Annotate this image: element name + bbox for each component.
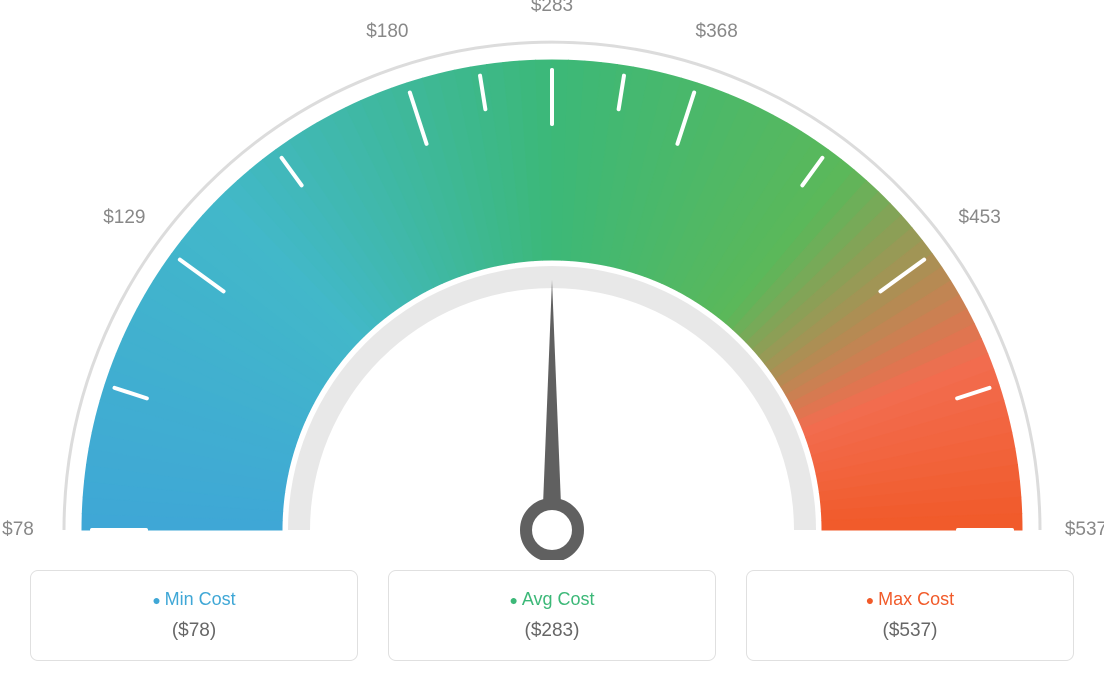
legend-value: ($537) xyxy=(757,620,1063,642)
gauge-needle xyxy=(542,280,562,530)
tick-label: $537 xyxy=(1065,519,1104,541)
legend-box-min: Min Cost ($78) xyxy=(30,570,358,661)
legend-row: Min Cost ($78) Avg Cost ($283) Max Cost ($537… xyxy=(0,570,1104,661)
legend-value: ($78) xyxy=(41,620,347,642)
needle-base xyxy=(526,504,578,556)
legend-label: Min Cost xyxy=(41,589,347,610)
tick-label: $78 xyxy=(2,519,34,541)
legend-label: Avg Cost xyxy=(399,589,705,610)
legend-value: ($283) xyxy=(399,620,705,642)
tick-label: $368 xyxy=(696,21,738,43)
tick-label: $283 xyxy=(531,0,573,17)
legend-box-max: Max Cost ($537) xyxy=(746,570,1074,661)
tick-label: $180 xyxy=(366,21,408,43)
gauge-svg xyxy=(0,0,1104,560)
tick-label: $129 xyxy=(103,207,145,229)
legend-label: Max Cost xyxy=(757,589,1063,610)
tick-label: $453 xyxy=(959,207,1001,229)
legend-box-avg: Avg Cost ($283) xyxy=(388,570,716,661)
cost-gauge: $78 $129 $180 $283 $368 $453 $537 xyxy=(0,0,1104,560)
